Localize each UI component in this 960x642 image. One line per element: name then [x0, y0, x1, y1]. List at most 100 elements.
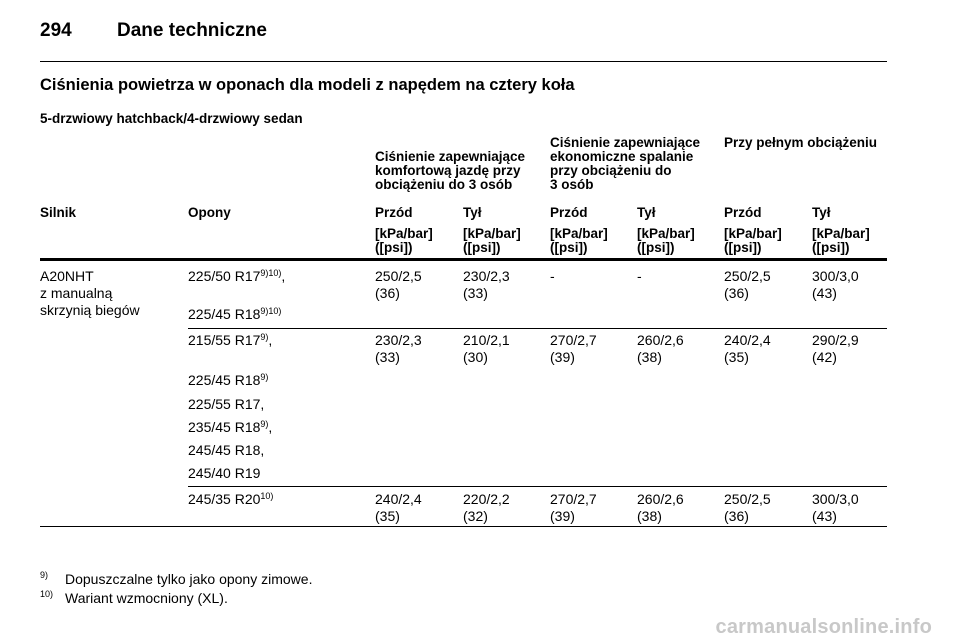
table-bottom-rule: [40, 526, 887, 527]
group-header-line: przy obciążeniu do: [550, 163, 672, 178]
tyre-size-suffix: ,: [268, 332, 273, 348]
group-header-line: 3 osób: [550, 177, 594, 192]
column-header-full-front: Przód: [724, 205, 762, 220]
value-cell: 230/2,3 (33): [375, 332, 422, 366]
group-header-line: obciążeniu do 3 osób: [375, 177, 513, 192]
unit-psi: ([psi]): [637, 240, 675, 255]
value-psi: (35): [375, 508, 400, 524]
value-cell: 300/3,0 (43): [812, 491, 859, 525]
tyre-size-suffix: ,: [268, 419, 273, 435]
value-psi: (36): [724, 508, 749, 524]
value-kpa-bar: 230/2,3: [375, 332, 422, 348]
tyre-size: 245/45 R18,: [188, 442, 264, 459]
table-header-rule: [40, 258, 887, 261]
value-psi: (36): [375, 285, 400, 301]
value-psi: (35): [724, 349, 749, 365]
value-cell: 220/2,2 (32): [463, 491, 510, 525]
column-header-eco-front: Przód: [550, 205, 588, 220]
footnote-mark: 10): [40, 589, 54, 599]
unit-header: [kPa/bar] ([psi]): [375, 227, 433, 255]
unit-psi: ([psi]): [812, 240, 850, 255]
value-psi: (33): [463, 285, 488, 301]
value-psi: (39): [550, 508, 575, 524]
tyre-size-text: 245/45 R18,: [188, 442, 265, 458]
unit-psi: ([psi]): [550, 240, 588, 255]
value-kpa-bar: 290/2,9: [812, 332, 859, 348]
tyre-size: 225/45 R189)10): [188, 306, 281, 323]
footnote-mark: 9): [40, 570, 49, 580]
group-header-line: ekonomiczne spalanie: [550, 149, 694, 164]
group-header-comfort: Ciśnienie zapewniające komfortową jazdę …: [375, 150, 525, 192]
unit-psi: ([psi]): [463, 240, 501, 255]
value-cell: 250/2,5 (36): [724, 268, 771, 302]
engine-line: A20NHT: [40, 268, 94, 284]
section-title: Ciśnienia powietrza w oponach dla modeli…: [40, 76, 575, 94]
tyre-size: 245/35 R2010): [188, 491, 273, 508]
value-cell: 260/2,6 (38): [637, 491, 684, 525]
group-header-full-load: Przy pełnym obciążeniu: [724, 136, 877, 150]
value-kpa-bar: 250/2,5: [724, 268, 771, 284]
value-kpa-bar: 250/2,5: [375, 268, 422, 284]
value-kpa-bar: 210/2,1: [463, 332, 510, 348]
tyre-size: 225/50 R179)10),: [188, 268, 285, 285]
row-divider: [188, 486, 887, 487]
value-psi: (43): [812, 508, 837, 524]
body-variant-label: 5-drzwiowy hatchback/4-drzwiowy sedan: [40, 111, 303, 126]
unit-psi: ([psi]): [375, 240, 413, 255]
value-psi: (39): [550, 349, 575, 365]
value-psi: (42): [812, 349, 837, 365]
page-title: Dane techniczne: [117, 20, 267, 41]
value-kpa-bar: 260/2,6: [637, 491, 684, 507]
value-cell: -: [550, 268, 555, 285]
watermark: carmanualsonline.info: [715, 616, 932, 638]
column-header-full-rear: Tył: [812, 205, 831, 220]
unit-psi: ([psi]): [724, 240, 762, 255]
tyre-size-text: 225/45 R18: [188, 372, 261, 388]
unit-kpa: [kPa/bar]: [812, 226, 870, 241]
engine-line: z manualną: [40, 285, 113, 301]
unit-kpa: [kPa/bar]: [375, 226, 433, 241]
value-kpa-bar: 250/2,5: [724, 491, 771, 507]
value-cell: 260/2,6 (38): [637, 332, 684, 366]
unit-header: [kPa/bar] ([psi]): [463, 227, 521, 255]
tyre-size-text: 225/50 R17: [188, 268, 261, 284]
footnote-ref: 10): [260, 491, 274, 501]
tyre-size: 225/55 R17,: [188, 396, 264, 413]
value-kpa-bar: 260/2,6: [637, 332, 684, 348]
page-number: 294: [40, 20, 72, 41]
value-kpa-bar: -: [637, 268, 642, 284]
value-cell: 210/2,1 (30): [463, 332, 510, 366]
footnote-ref: 9): [260, 419, 269, 429]
value-kpa-bar: 300/3,0: [812, 268, 859, 284]
value-psi: (43): [812, 285, 837, 301]
unit-header: [kPa/bar] ([psi]): [550, 227, 608, 255]
unit-kpa: [kPa/bar]: [724, 226, 782, 241]
value-kpa-bar: 220/2,2: [463, 491, 510, 507]
tyre-size-text: 225/45 R18: [188, 306, 261, 322]
value-kpa-bar: -: [550, 268, 555, 284]
unit-header: [kPa/bar] ([psi]): [724, 227, 782, 255]
tyre-size: 215/55 R179),: [188, 332, 272, 349]
tyre-size-text: 245/40 R19: [188, 465, 261, 481]
unit-kpa: [kPa/bar]: [463, 226, 521, 241]
value-psi: (38): [637, 349, 662, 365]
value-cell: 290/2,9 (42): [812, 332, 859, 366]
value-kpa-bar: 240/2,4: [724, 332, 771, 348]
value-kpa-bar: 270/2,7: [550, 332, 597, 348]
group-header-line: komfortową jazdę przy: [375, 163, 521, 178]
footnote-ref: 9): [260, 332, 269, 342]
footnote-ref: 9): [260, 372, 269, 382]
value-psi: (33): [375, 349, 400, 365]
tyre-size-suffix: ,: [281, 268, 286, 284]
group-header-eco: Ciśnienie zapewniające ekonomiczne spala…: [550, 136, 700, 192]
value-cell: 300/3,0 (43): [812, 268, 859, 302]
tyre-size-text: 245/35 R20: [188, 491, 261, 507]
value-psi: (36): [724, 285, 749, 301]
group-header-line: Przy pełnym obciążeniu: [724, 135, 878, 150]
tyre-size-text: 235/45 R18: [188, 419, 261, 435]
value-kpa-bar: 270/2,7: [550, 491, 597, 507]
engine-cell: A20NHT z manualną skrzynią biegów: [40, 268, 140, 319]
unit-header: [kPa/bar] ([psi]): [637, 227, 695, 255]
column-header-eco-rear: Tył: [637, 205, 656, 220]
column-header-engine: Silnik: [40, 205, 77, 220]
